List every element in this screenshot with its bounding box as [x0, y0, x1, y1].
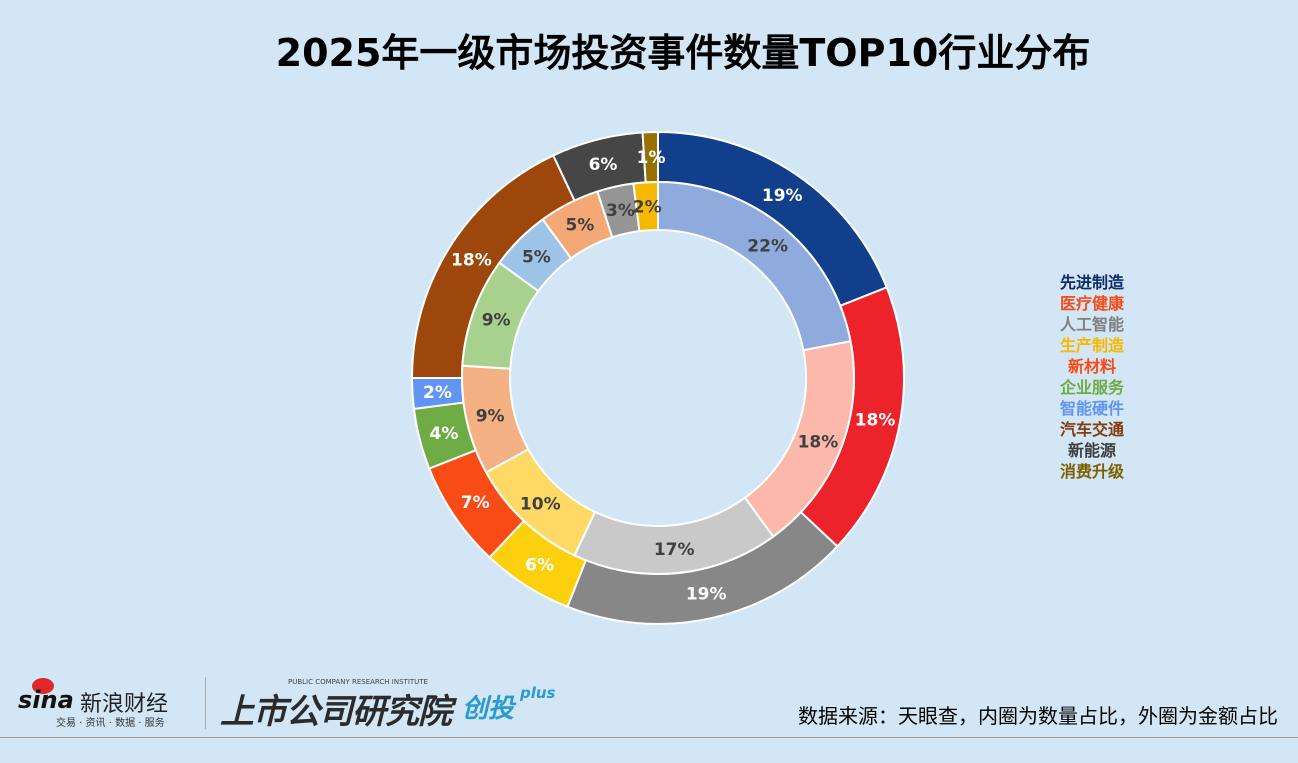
- inner-data-label: 2%: [633, 197, 662, 217]
- legend-item: 智能硬件: [1059, 399, 1124, 418]
- inner-slice-消费升级: [632, 180, 659, 233]
- chuangtou-logo: 创投: [462, 694, 515, 724]
- outer-data-label: 4%: [430, 424, 459, 444]
- outer-data-label: 19%: [686, 585, 727, 605]
- inner-data-label: 17%: [654, 540, 695, 560]
- legend-item: 人工智能: [1059, 315, 1124, 334]
- data-source-note: 数据来源：天眼查，内圈为数量占比，外圈为金额占比: [798, 704, 1278, 728]
- donut-chart: 19% 18% 19% 6% 7% 4% 2% 18% 6% 1% 22% 18% 17% 10% 9% 9%…: [410, 130, 905, 625]
- inner-data-label: 22%: [747, 236, 788, 256]
- legend-item: 企业服务: [1059, 378, 1124, 397]
- sina-eye-icon: [32, 678, 54, 694]
- legend-item: 新能源: [1067, 441, 1116, 460]
- inner-data-label: 9%: [482, 311, 511, 331]
- legend-item: 汽车交通: [1059, 420, 1124, 439]
- outer-data-label: 1%: [637, 148, 666, 168]
- legend-item: 医疗健康: [1059, 294, 1124, 313]
- institute-logo: PUBLIC COMPANY RESEARCH INSTITUTE 上市公司研究…: [220, 678, 580, 732]
- legend-item: 消费升级: [1059, 462, 1124, 481]
- outer-data-label: 18%: [855, 410, 896, 430]
- legend-item: 先进制造: [1059, 273, 1124, 292]
- legend-item: 生产制造: [1059, 336, 1124, 355]
- inner-data-label: 10%: [520, 494, 561, 514]
- sina-finance-logo: sina 新浪财经 交易 · 资讯 · 数据 · 服务: [18, 676, 198, 729]
- outer-data-label: 19%: [762, 186, 803, 206]
- sina-wordmark: sina: [18, 686, 74, 714]
- inner-data-label: 5%: [565, 216, 594, 236]
- outer-data-label: 6%: [589, 155, 618, 175]
- outer-data-label: 7%: [461, 493, 490, 513]
- inner-data-label: 3%: [606, 201, 635, 221]
- outer-data-label: 2%: [423, 383, 452, 403]
- inner-data-label: 5%: [522, 247, 551, 267]
- chart-title: 2025年一级市场投资事件数量TOP10行业分布: [275, 31, 1091, 75]
- institute-name: 上市公司研究院: [220, 692, 452, 732]
- footer-divider: [0, 737, 1298, 738]
- institute-en: PUBLIC COMPANY RESEARCH INSTITUTE: [288, 678, 428, 686]
- chuangtou-plus: plus: [520, 684, 556, 702]
- legend-item: 新材料: [1067, 357, 1116, 376]
- sina-tagline: 交易 · 资讯 · 数据 · 服务: [56, 718, 165, 729]
- inner-data-label: 18%: [798, 432, 839, 452]
- outer-data-label: 18%: [451, 251, 492, 271]
- outer-data-label: 6%: [525, 556, 554, 576]
- inner-data-label: 9%: [476, 407, 505, 427]
- legend: 先进制造医疗健康人工智能生产制造新材料企业服务智能硬件汽车交通新能源消费升级: [1052, 272, 1132, 482]
- sina-cn-name: 新浪财经: [80, 692, 169, 717]
- logo-divider: [205, 677, 206, 729]
